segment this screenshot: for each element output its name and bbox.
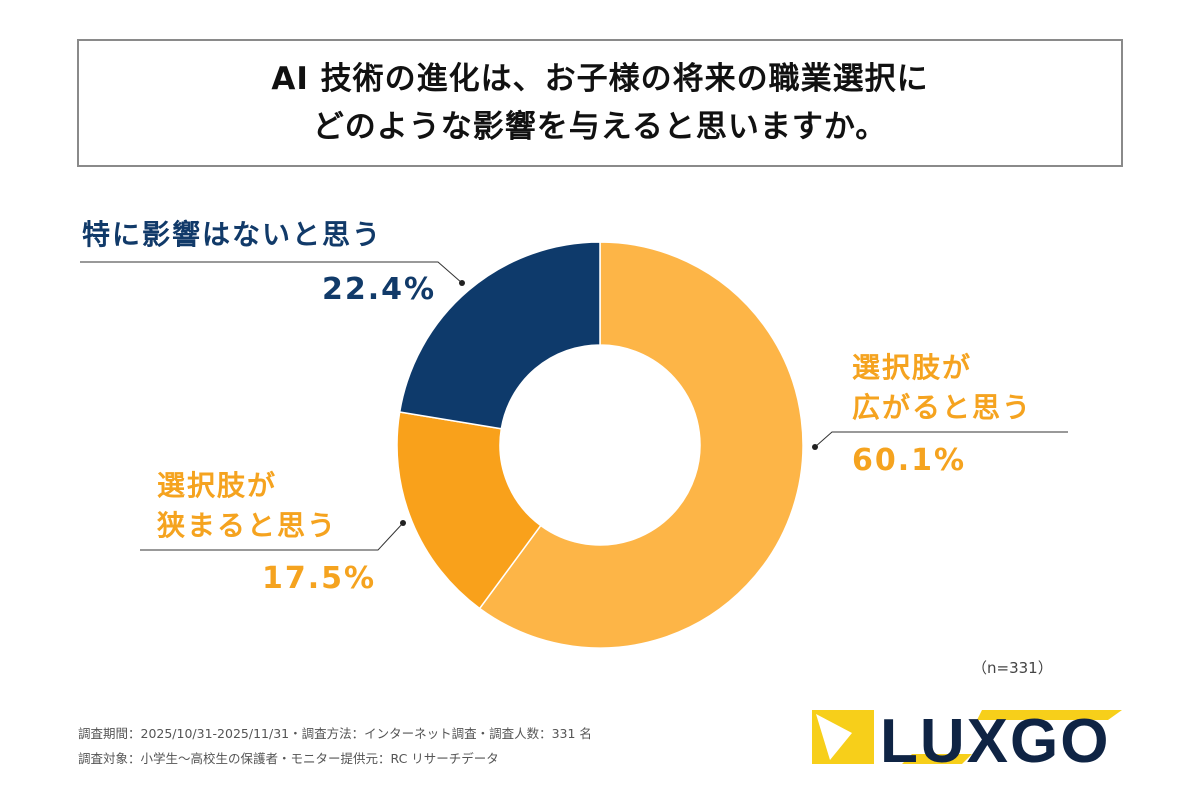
title-line-2: どのような影響を与えると思いますか。 — [312, 109, 888, 145]
slice-widen — [478, 241, 804, 649]
slice-no-effect — [398, 241, 601, 430]
value-widen: 60.1% — [852, 443, 967, 478]
title-box: AI 技術の進化は、お子様の将来の職業選択に どのような影響を与えると思いますか… — [77, 39, 1123, 167]
value-narrow: 17.5% — [262, 561, 377, 596]
leader-dot-narrow — [400, 520, 406, 526]
leader-line-no-effect — [80, 261, 463, 284]
leader-dot-no-effect — [459, 280, 465, 286]
leader-dot-widen — [812, 444, 818, 450]
sample-size: （n=331） — [972, 659, 1053, 677]
footer-survey-info: 調査期間：2025/10/31-2025/11/31・調査方法：インターネット調… — [78, 726, 592, 741]
footer-survey-target: 調査対象：小学生～高校生の保護者・モニター提供元：RC リサーチデータ — [78, 751, 499, 766]
leader-line-widen — [814, 431, 1068, 448]
title-line-1: AI 技術の進化は、お子様の将来の職業選択に — [271, 61, 929, 97]
label-narrow-line-2: 狭まると思う — [157, 509, 338, 542]
label-widen-line-1: 選択肢が — [852, 351, 973, 384]
label-narrow-line-1: 選択肢が — [157, 469, 278, 502]
label-widen: 選択肢が 広がると思う — [852, 348, 1032, 428]
svg-text:LUXGO: LUXGO — [880, 708, 1110, 766]
leader-line-narrow — [140, 522, 404, 551]
label-no-effect: 特に影響はないと思う — [82, 218, 383, 251]
value-no-effect: 22.4% — [322, 272, 437, 307]
label-narrow: 選択肢が 狭まると思う — [157, 466, 337, 546]
luxgo-logo: LUXGO — [812, 708, 1122, 766]
label-widen-line-2: 広がると思う — [852, 391, 1033, 424]
slice-narrow — [396, 411, 542, 610]
